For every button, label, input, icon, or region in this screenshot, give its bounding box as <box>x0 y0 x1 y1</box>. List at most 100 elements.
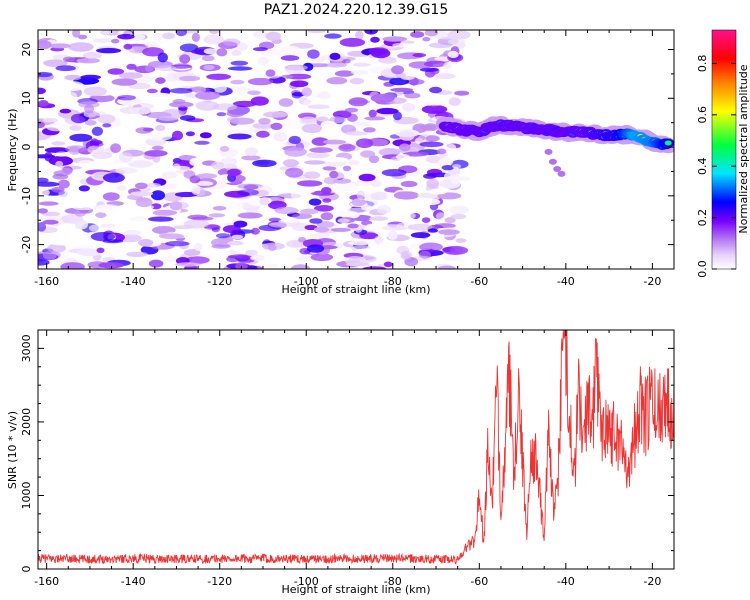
noise-cell <box>55 160 64 167</box>
noise-cell <box>233 220 248 228</box>
noise-cell <box>284 65 305 74</box>
noise-cell <box>166 183 178 189</box>
noise-cell <box>49 43 71 49</box>
noise-cell <box>257 56 269 66</box>
snr-series-line <box>38 330 674 565</box>
noise-cell <box>421 217 431 224</box>
noise-cell <box>148 259 164 268</box>
noise-cell <box>216 112 227 117</box>
noise-cell <box>269 55 283 64</box>
y-tick-label: 0 <box>20 144 33 151</box>
noise-cell <box>191 32 200 42</box>
y-tick-label: 0 <box>20 566 33 573</box>
x-tick-label: -80 <box>384 575 402 588</box>
noise-cell <box>306 152 330 159</box>
noise-cell <box>419 67 439 72</box>
noise-cell <box>92 142 104 147</box>
colorbar-tick-label: 0.6 <box>696 106 709 124</box>
noise-cell <box>423 100 444 107</box>
y-tick-label: 1000 <box>20 481 33 509</box>
noise-cell <box>195 181 214 186</box>
noise-cell <box>38 201 59 206</box>
noise-cell <box>92 38 114 43</box>
noise-cell <box>381 169 407 177</box>
noise-cell <box>252 159 277 167</box>
noise-cell <box>227 254 252 259</box>
noise-cell <box>423 60 448 68</box>
noise-cell <box>368 155 380 164</box>
noise-cell <box>262 263 279 268</box>
spectrogram-panel: -160 -140 -120 -100 -80 -60 -40 -20 -20-1001020… <box>6 29 675 296</box>
noise-cell <box>227 240 244 246</box>
noise-cell <box>216 48 228 57</box>
x-tick-label: -20 <box>643 575 661 588</box>
noise-cell <box>265 31 282 41</box>
y-tick-label: 20 <box>20 43 33 57</box>
noise-cell <box>189 175 201 184</box>
noise-cell <box>244 147 258 157</box>
noise-cell <box>382 127 400 134</box>
signal-core <box>664 140 672 146</box>
spectrogram-x-axis: -160 -140 -120 -100 -80 -60 -40 -20 <box>34 30 675 288</box>
noise-cell <box>245 249 258 256</box>
noise-cell <box>96 247 105 253</box>
noise-cell <box>387 230 398 240</box>
noise-cell <box>337 218 350 223</box>
noise-cell <box>363 127 376 133</box>
noise-cell <box>273 131 288 142</box>
noise-cell <box>201 263 220 269</box>
noise-cell <box>303 187 316 194</box>
noise-cell <box>76 159 95 169</box>
noise-cell <box>72 204 96 211</box>
noise-cell <box>422 198 441 206</box>
noise-cell <box>199 228 214 235</box>
noise-cell <box>259 197 270 206</box>
noise-cell <box>310 233 330 238</box>
noise-cell <box>323 176 338 185</box>
noise-cell <box>215 233 231 239</box>
noise-cell <box>38 87 46 95</box>
noise-cell <box>46 123 69 132</box>
noise-cell <box>59 108 72 114</box>
noise-cell <box>338 143 356 152</box>
noise-cell <box>369 216 389 221</box>
figure-title: PAZ1.2024.220.12.39.G15 <box>264 2 449 18</box>
noise-cell <box>180 115 196 121</box>
x-tick-label: -160 <box>34 275 59 288</box>
noise-cell <box>297 180 323 187</box>
noise-cell <box>219 145 230 152</box>
noise-cell <box>165 240 190 247</box>
noise-cell <box>370 179 382 188</box>
noise-cell <box>78 185 90 192</box>
noise-cell <box>300 208 319 215</box>
noise-cell <box>427 228 439 233</box>
noise-cell <box>342 165 352 172</box>
noise-cell <box>322 166 337 171</box>
noise-cell <box>60 81 85 92</box>
x-tick-label: -40 <box>557 275 575 288</box>
noise-cell <box>393 191 419 200</box>
noise-cell <box>298 236 307 243</box>
noise-cell <box>116 185 127 191</box>
noise-cell <box>130 191 153 197</box>
noise-cell <box>395 153 410 160</box>
noise-cell <box>285 119 304 130</box>
noise-cell <box>324 33 342 39</box>
noise-cell <box>286 73 312 80</box>
noise-cell <box>38 233 46 238</box>
snr-panel: -160 -140 -120 -100 -80 -60 -40 -20 0 1000 2000 30… <box>6 329 675 596</box>
colorbar-tick-label: 0.2 <box>696 209 709 227</box>
noise-cell <box>398 143 411 152</box>
noise-cell <box>330 227 351 232</box>
noise-cell <box>211 161 225 170</box>
colorbar: 0.0 0.2 0.4 0.6 0.8 Normalized spectral ampl… <box>696 29 750 278</box>
noise-cell <box>316 221 335 228</box>
noise-cell <box>370 191 388 201</box>
noise-cell <box>84 104 95 114</box>
snr-frame <box>37 329 675 570</box>
noise-cell <box>201 55 215 62</box>
signal-smear <box>548 158 557 165</box>
noise-cell <box>172 163 181 171</box>
noise-cell <box>252 122 276 129</box>
noise-cell <box>115 167 138 174</box>
